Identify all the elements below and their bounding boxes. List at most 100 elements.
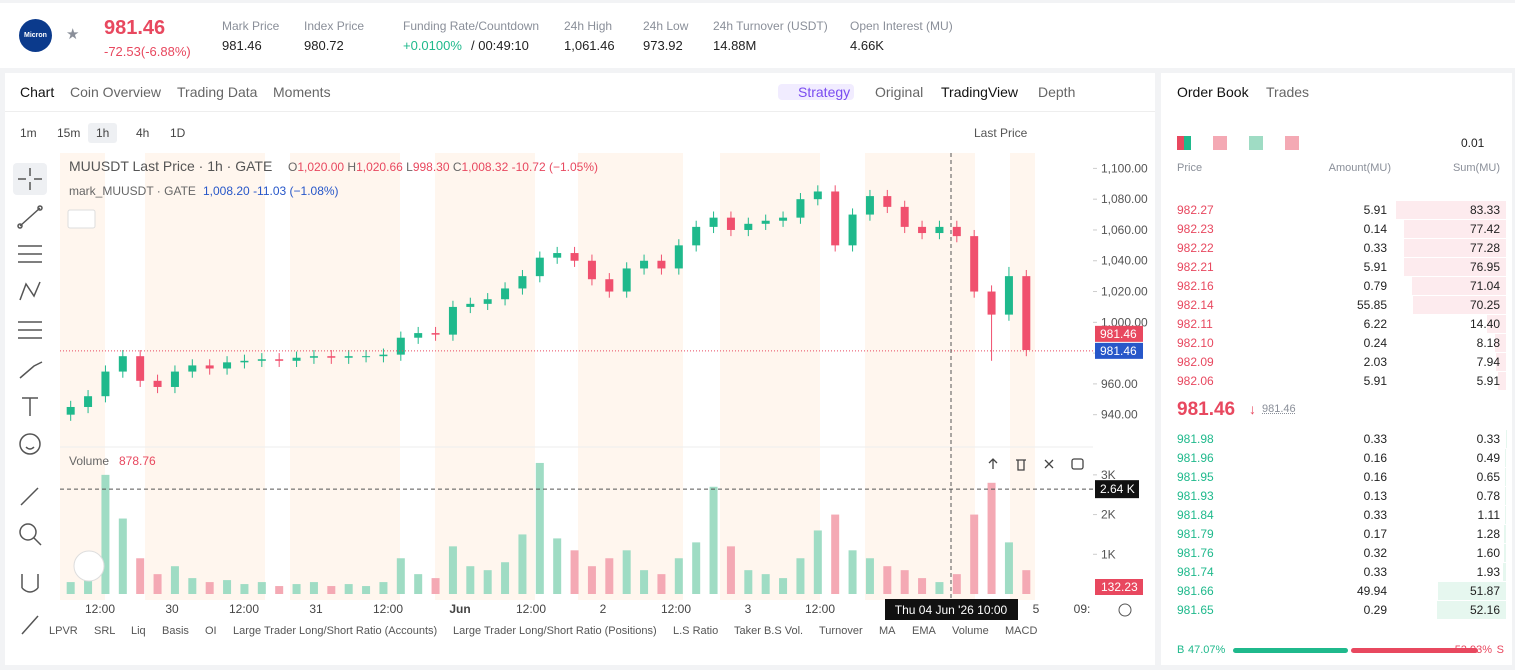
- candle-body: [900, 206, 909, 227]
- indicator[interactable]: Basis: [162, 625, 189, 637]
- volume-bar: [66, 582, 75, 594]
- book-amount: 6.22: [1363, 317, 1387, 331]
- candle-body: [918, 226, 927, 234]
- candle-body: [535, 257, 544, 277]
- indicator[interactable]: Taker B.S Vol.: [734, 625, 804, 637]
- book-price: 982.22: [1177, 241, 1214, 255]
- book-sum: 77.42: [1469, 222, 1500, 236]
- stat-label: Open Interest (MU): [850, 19, 953, 33]
- book-amount: 2.03: [1363, 355, 1387, 369]
- crosshair-v-box: [1095, 480, 1139, 499]
- indicator[interactable]: Large Trader Long/Short Ratio (Accounts): [233, 625, 438, 637]
- logo: Micron: [19, 19, 52, 52]
- book-tab[interactable]: Trades: [1266, 84, 1310, 100]
- book-amount: 0.16: [1363, 451, 1387, 465]
- book-sum: 14.40: [1469, 317, 1500, 331]
- volume-bar: [970, 514, 979, 594]
- stat-value: 973.92: [643, 38, 683, 53]
- buy-ratio-bar: [1233, 648, 1349, 653]
- volume-bar: [466, 566, 475, 594]
- x-tick-label: 3: [745, 602, 752, 616]
- column-header: Sum(MU): [1452, 162, 1500, 174]
- candle-body: [570, 253, 579, 261]
- chart-tab[interactable]: Chart: [20, 84, 55, 100]
- candle-body: [362, 356, 371, 358]
- interval[interactable]: 4h: [136, 126, 150, 140]
- y-tick-label: 1,000.00: [1101, 315, 1148, 329]
- chart-tab[interactable]: Moments: [273, 84, 331, 100]
- book-amount: 0.29: [1363, 603, 1387, 617]
- price-source[interactable]: Last Price: [974, 126, 1028, 140]
- view-tab[interactable]: Original: [875, 84, 924, 100]
- x-tick-label: 5: [1033, 602, 1040, 616]
- volume-bar: [1004, 542, 1013, 594]
- y-tick-label: 960.00: [1101, 377, 1138, 391]
- layout-icons[interactable]: [1177, 136, 1299, 155]
- settings-icon[interactable]: [1118, 603, 1132, 617]
- buy-label: 47.07%: [1188, 644, 1226, 656]
- view-tab[interactable]: Depth: [1038, 84, 1076, 100]
- book-sum: 1.11: [1477, 508, 1500, 522]
- chart-tab[interactable]: Coin Overview: [70, 84, 162, 100]
- sell-ratio-bar: [1351, 648, 1478, 653]
- book-amount: 5.91: [1363, 374, 1387, 388]
- indicator[interactable]: Volume: [952, 625, 989, 637]
- interval[interactable]: 1D: [170, 126, 186, 140]
- volume-bar: [848, 550, 857, 594]
- last-price-label: 981.46: [1100, 327, 1137, 341]
- candle-body: [483, 299, 492, 304]
- volume-bar: [744, 570, 753, 594]
- depth-bar: [1412, 277, 1506, 295]
- collapse-button[interactable]: [67, 209, 96, 229]
- ohlc-key: O: [288, 160, 297, 174]
- book-amount: 0.17: [1363, 527, 1387, 541]
- volume-bar: [726, 546, 735, 594]
- indicator[interactable]: MA: [879, 625, 896, 637]
- volume-bar: [327, 586, 336, 594]
- indicator[interactable]: LPVR: [49, 625, 78, 637]
- interval[interactable]: 1m: [20, 126, 37, 140]
- candle-body: [935, 226, 944, 234]
- candle-body: [709, 217, 718, 227]
- book-price: 982.16: [1177, 279, 1214, 293]
- chart-tab[interactable]: Trading Data: [177, 84, 258, 100]
- indicator[interactable]: Liq: [131, 625, 146, 637]
- tick-size[interactable]: 0.01: [1461, 136, 1485, 150]
- legend-ohlc: O1,020.00 H1,020.66 L998.30 C1,008.32 -1…: [288, 160, 598, 174]
- book-amount: 5.91: [1363, 260, 1387, 274]
- book-sum: 52.16: [1469, 603, 1500, 617]
- volume-bar: [84, 576, 93, 594]
- book-price: 982.21: [1177, 260, 1214, 274]
- indicator[interactable]: OI: [205, 625, 217, 637]
- interval[interactable]: 15m: [57, 126, 81, 140]
- book-sum: 77.28: [1469, 241, 1500, 255]
- book-amount: 0.79: [1363, 279, 1387, 293]
- book-price: 981.95: [1177, 470, 1214, 484]
- book-price: 981.84: [1177, 508, 1214, 522]
- volume-bar: [761, 574, 770, 594]
- drawing-tools[interactable]: [13, 163, 47, 635]
- depth-bar: [1504, 487, 1506, 505]
- indicator[interactable]: EMA: [912, 625, 936, 637]
- view-tab[interactable]: TradingView: [941, 84, 1019, 100]
- candle-body: [292, 357, 301, 361]
- sell-key: S: [1496, 644, 1504, 656]
- view-tab[interactable]: Strategy: [778, 84, 855, 100]
- book-sum: 83.33: [1469, 203, 1500, 217]
- book-amount: 0.33: [1363, 508, 1387, 522]
- favorite-star[interactable]: ★: [66, 26, 80, 43]
- indicator[interactable]: SRL: [94, 625, 116, 637]
- volume-bar: [935, 582, 944, 594]
- interval[interactable]: 1h: [88, 123, 118, 143]
- indicator[interactable]: MACD: [1005, 625, 1038, 637]
- indicator[interactable]: L.S Ratio: [673, 625, 719, 637]
- volume-bar: [362, 586, 371, 594]
- indicator[interactable]: Turnover: [819, 625, 863, 637]
- book-tab[interactable]: Order Book: [1177, 84, 1249, 100]
- candle-body: [605, 279, 614, 292]
- indicator[interactable]: Large Trader Long/Short Ratio (Positions…: [453, 625, 657, 637]
- candle-body: [987, 291, 996, 315]
- pane-actions[interactable]: [988, 458, 1084, 471]
- volume-bar: [796, 558, 805, 594]
- volume-bar: [170, 566, 179, 594]
